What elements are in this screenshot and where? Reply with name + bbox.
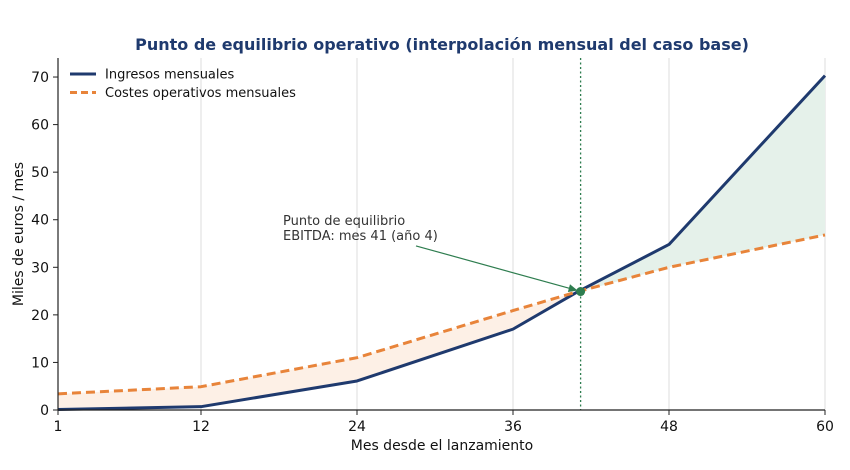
x-ticks: 1 12 24 36 48 60 (54, 410, 834, 435)
y-tick-label: 40 (31, 213, 49, 229)
y-tick-label: 50 (31, 165, 49, 181)
x-tick-label: 36 (504, 419, 522, 435)
y-ticks: 0 10 20 30 40 50 60 70 (31, 70, 58, 419)
annotation-text: Punto de equilibrio (283, 214, 405, 229)
cost-line (57, 233, 826, 396)
y-tick-label: 20 (31, 308, 49, 324)
x-tick-label: 24 (348, 419, 366, 435)
annotation-text: EBITDA: mes 41 (año 4) (283, 229, 438, 244)
x-tick-label: 48 (660, 419, 678, 435)
y-tick-label: 10 (31, 355, 49, 371)
series-lines (57, 74, 827, 412)
chart-title: Punto de equilibrio operativo (interpola… (135, 35, 749, 54)
axes (57, 58, 825, 411)
y-tick-label: 60 (31, 118, 49, 134)
revenue-line (57, 74, 827, 412)
x-tick-label: 12 (192, 419, 210, 435)
x-tick-label: 1 (54, 419, 63, 435)
legend: Ingresos mensuales Costes operativos mens… (70, 68, 296, 101)
annotation-arrowhead (567, 284, 578, 293)
loss-area (58, 291, 581, 410)
x-tick-label: 60 (816, 419, 834, 435)
x-axis-label: Mes desde el lanzamiento (351, 438, 533, 454)
legend-label-revenue: Ingresos mensuales (105, 68, 235, 83)
legend-label-cost: Costes operativos mensuales (105, 86, 296, 101)
profit-area (580, 75, 825, 292)
breakeven-point (576, 287, 586, 297)
annotation-arrow (415, 245, 578, 292)
area-fills (58, 75, 825, 410)
y-tick-label: 30 (31, 260, 49, 276)
y-tick-label: 70 (31, 70, 49, 86)
y-tick-label: 0 (40, 403, 49, 419)
y-axis-label: Miles de euros / mes (11, 162, 27, 306)
